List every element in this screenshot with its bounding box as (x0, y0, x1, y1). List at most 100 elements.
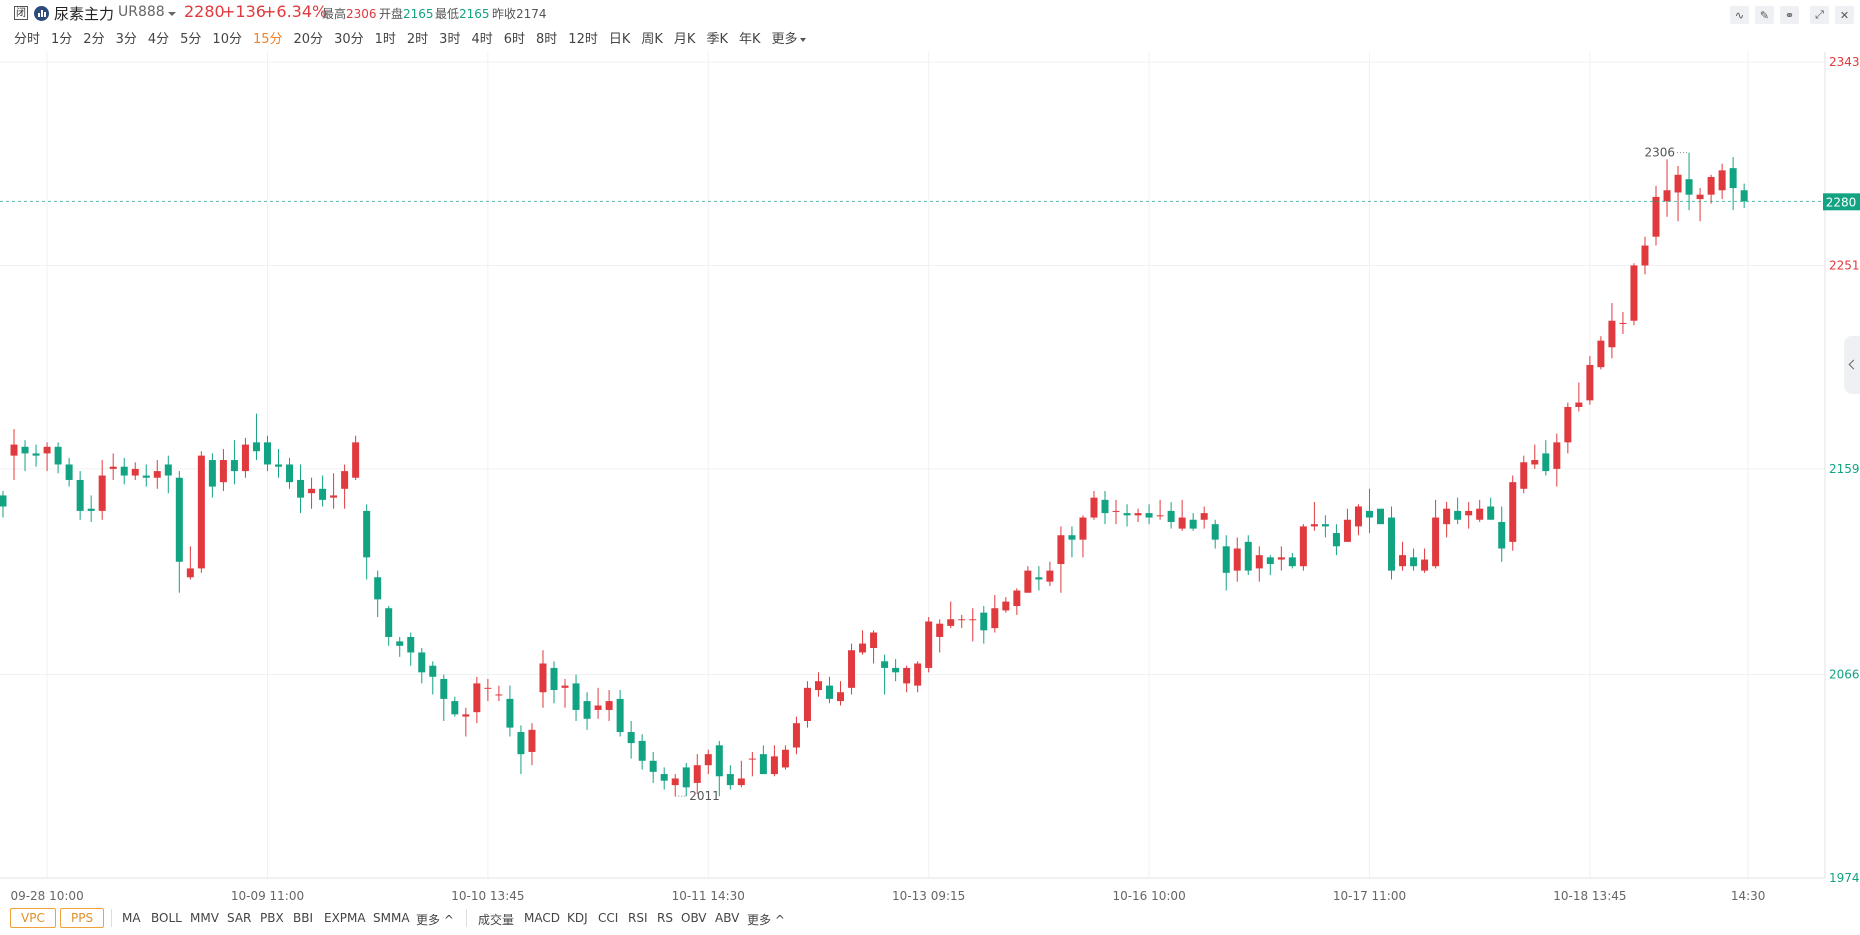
candle-body (1233, 548, 1241, 571)
candle-body (726, 774, 734, 786)
candle-body (1454, 510, 1462, 520)
candle-body (1432, 517, 1440, 567)
indicator-sub-3[interactable]: CCI (598, 911, 619, 925)
candle-body (1079, 517, 1087, 540)
indicator-sub-2[interactable]: KDJ (567, 911, 588, 925)
candle-body (1443, 508, 1451, 525)
candle-body (715, 745, 723, 777)
candle-body (1123, 513, 1131, 516)
indicator-pps-button[interactable]: PPS (60, 908, 105, 928)
candle-body (1619, 322, 1627, 324)
period-tab-16[interactable]: 12时 (568, 32, 598, 47)
period-tab-12[interactable]: 3时 (439, 32, 461, 47)
period-tab-20[interactable]: 季K (706, 32, 728, 47)
candle-body (1740, 190, 1748, 202)
period-tab-6[interactable]: 10分 (212, 32, 242, 47)
period-tab-21[interactable]: 年K (738, 32, 761, 47)
period-tab-2[interactable]: 2分 (83, 32, 105, 47)
expand-icon[interactable]: ⤢ (1810, 6, 1829, 24)
divider (111, 909, 112, 927)
indicator-main-bbi[interactable]: BBI (293, 911, 314, 925)
candle-body (616, 698, 624, 733)
candlestick-chart[interactable]: 09-28 10:00 10-09 11:00 10-10 13:45 10-11 1… (0, 52, 1860, 904)
indicator-main-expma[interactable]: EXPMA (324, 911, 366, 925)
period-tab-9[interactable]: 30分 (334, 32, 364, 47)
period-tab-18[interactable]: 周K (641, 32, 663, 47)
candle-body (10, 444, 18, 456)
period-tab-0[interactable]: 分时 (14, 32, 41, 47)
period-tab-13[interactable]: 4时 (471, 32, 493, 47)
period-tab-10[interactable]: 1时 (374, 32, 396, 47)
indicator-main-pbx[interactable]: PBX (260, 911, 284, 925)
candle-body (32, 453, 40, 456)
candle-body (43, 446, 51, 454)
candle-body (1509, 482, 1517, 542)
period-more-button[interactable]: 更多 (772, 28, 806, 48)
candle-body (1498, 521, 1506, 549)
indicator-main-boll[interactable]: BOLL (151, 911, 182, 925)
indicator-sub-7[interactable]: ABV (715, 911, 740, 925)
indicator-sub-4[interactable]: RSI (628, 911, 648, 925)
indicator-main-mmv[interactable]: MMV (190, 911, 219, 925)
candle-body (275, 464, 282, 467)
candle-body (1564, 406, 1572, 443)
candle-body (197, 455, 205, 569)
indicator-sub-6[interactable]: OBV (681, 911, 707, 925)
candle-body (737, 778, 745, 786)
candle-body (54, 446, 62, 465)
link-icon[interactable]: ⚭ (1780, 6, 1799, 24)
period-tab-19[interactable]: 月K (673, 32, 696, 47)
period-tab-4[interactable]: 4分 (147, 32, 170, 47)
candle-body (1575, 402, 1583, 407)
period-tab-8[interactable]: 20分 (293, 32, 324, 47)
candle-body (1729, 168, 1737, 189)
candle-body (418, 652, 426, 673)
period-tab-1[interactable]: 1分 (51, 32, 73, 47)
period-tab-5[interactable]: 5分 (180, 32, 202, 47)
side-panel-toggle-icon[interactable] (1844, 336, 1860, 394)
indicator-sub-more-button[interactable]: 更多 ^ (747, 913, 785, 927)
candle-body (1586, 364, 1594, 401)
indicator-icon[interactable]: ∿ (1730, 6, 1749, 24)
x-tick-label: 14:30 (1731, 889, 1766, 903)
indicator-vpc-button[interactable]: VPC (10, 908, 56, 928)
instrument-name[interactable]: 尿素主力 (54, 5, 115, 23)
candle-body (561, 685, 569, 688)
candle-body (1145, 513, 1153, 518)
indicator-sub-0[interactable]: 成交量 (478, 913, 515, 927)
indicator-sub-5[interactable]: RS (657, 911, 673, 925)
indicator-main-ma[interactable]: MA (122, 911, 141, 925)
candle-body (1377, 508, 1384, 525)
indicator-main-sar[interactable]: SAR (227, 911, 252, 925)
price-change: +136 (222, 2, 266, 21)
period-tab-15[interactable]: 8时 (536, 32, 558, 47)
x-tick-label: 10-17 11:00 (1333, 889, 1406, 903)
candle-body (605, 701, 613, 710)
chevron-down-icon[interactable] (168, 12, 176, 16)
x-tick-label: 10-10 13:45 (451, 889, 524, 903)
draw-pen-icon[interactable]: ✎ (1755, 6, 1774, 24)
candle-body (803, 687, 811, 721)
period-tab-7[interactable]: 15分 (252, 32, 283, 47)
candle-body (21, 446, 29, 454)
candle-body (1068, 535, 1076, 540)
candle-body (495, 694, 503, 696)
period-tab-3[interactable]: 3分 (115, 32, 137, 47)
candle-body (1553, 442, 1561, 469)
period-tab-17[interactable]: 日K (608, 32, 631, 47)
instrument-code[interactable]: UR888 (118, 4, 165, 20)
candle-body (925, 621, 933, 668)
close-icon[interactable]: ✕ (1835, 6, 1854, 24)
candle-body (594, 705, 602, 710)
period-tab-14[interactable]: 6时 (503, 32, 526, 47)
current-price-label: 2280 (1826, 195, 1857, 209)
candle-body (1421, 559, 1429, 571)
x-tick-label: 10-13 09:15 (892, 889, 965, 903)
indicator-main-more-button[interactable]: 更多 ^ (416, 913, 454, 927)
candle-body (528, 729, 536, 752)
indicator-main-smma[interactable]: SMMA (373, 911, 410, 925)
current-price-tag (1823, 193, 1860, 211)
indicator-sub-1[interactable]: MACD (524, 911, 560, 925)
candle-body (1652, 196, 1660, 237)
period-tab-11[interactable]: 2时 (406, 32, 429, 47)
